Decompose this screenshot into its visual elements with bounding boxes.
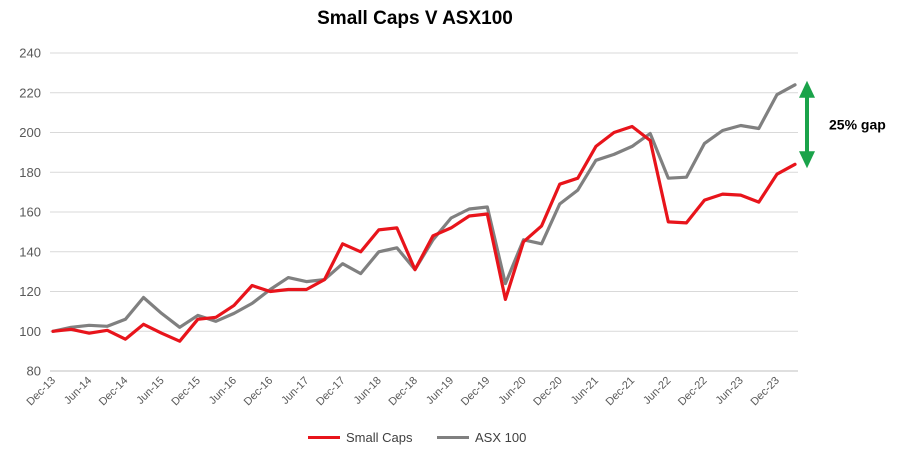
y-tick-label: 180 (19, 165, 41, 180)
x-tick-label: Jun-17 (279, 375, 311, 407)
x-tick-label: Dec-23 (748, 375, 782, 409)
x-tick-label: Jun-16 (207, 375, 239, 407)
x-tick-label: Dec-16 (242, 375, 276, 409)
y-tick-label: 120 (19, 284, 41, 299)
chart-title: Small Caps V ASX100 (317, 8, 513, 29)
x-tick-label: Jun-19 (424, 375, 456, 407)
x-tick-label: Dec-13 (25, 375, 59, 409)
x-tick-label: Dec-18 (387, 375, 421, 409)
x-tick-label: Jun-23 (714, 375, 746, 407)
legend-label-asx-100: ASX 100 (475, 430, 527, 445)
legend-item-small-caps: Small Caps (308, 430, 412, 445)
x-axis-ticks: Dec-13 Jun-14 Dec-14 Jun-15 Dec-15 Jun-16 Dec-… (25, 375, 782, 409)
grid-lines (50, 52, 798, 372)
legend-swatch-small-caps (308, 436, 340, 439)
x-tick-label: Dec-15 (169, 375, 203, 409)
y-axis-ticks: 80 100 120 140 160 180 200 220 240 (19, 46, 41, 379)
legend: Small Caps ASX 100 (0, 430, 903, 450)
series-line-asx-100 (51, 83, 797, 333)
x-tick-label: Dec-21 (604, 375, 638, 409)
x-tick-label: Jun-14 (62, 375, 94, 407)
gap-arrow-down-head (799, 151, 815, 169)
x-tick-label: Dec-14 (97, 375, 131, 409)
y-tick-label: 160 (19, 205, 41, 220)
x-tick-label: Dec-17 (314, 375, 348, 409)
x-tick-label: Dec-20 (531, 375, 565, 409)
gap-annotation: 25% gap (799, 80, 886, 169)
y-tick-label: 220 (19, 85, 41, 100)
series-lines (51, 83, 797, 343)
y-tick-label: 140 (19, 244, 41, 259)
x-tick-label: Jun-15 (134, 375, 166, 407)
x-tick-label: Jun-18 (352, 375, 384, 407)
y-tick-label: 80 (27, 364, 41, 379)
x-tick-label: Jun-22 (641, 375, 673, 407)
gap-arrow-up-head (799, 80, 815, 98)
y-tick-label: 240 (19, 46, 41, 61)
x-tick-label: Dec-19 (459, 375, 493, 409)
legend-item-asx-100: ASX 100 (437, 430, 526, 445)
x-tick-label: Jun-21 (569, 375, 601, 407)
gap-annotation-label: 25% gap (829, 117, 886, 133)
series-line-small-caps (51, 124, 797, 343)
legend-label-small-caps: Small Caps (346, 430, 413, 445)
x-tick-label: Jun-20 (496, 375, 528, 407)
y-tick-label: 200 (19, 125, 41, 140)
legend-swatch-asx-100 (437, 436, 469, 439)
x-tick-label: Dec-22 (676, 375, 710, 409)
y-tick-label: 100 (19, 324, 41, 339)
